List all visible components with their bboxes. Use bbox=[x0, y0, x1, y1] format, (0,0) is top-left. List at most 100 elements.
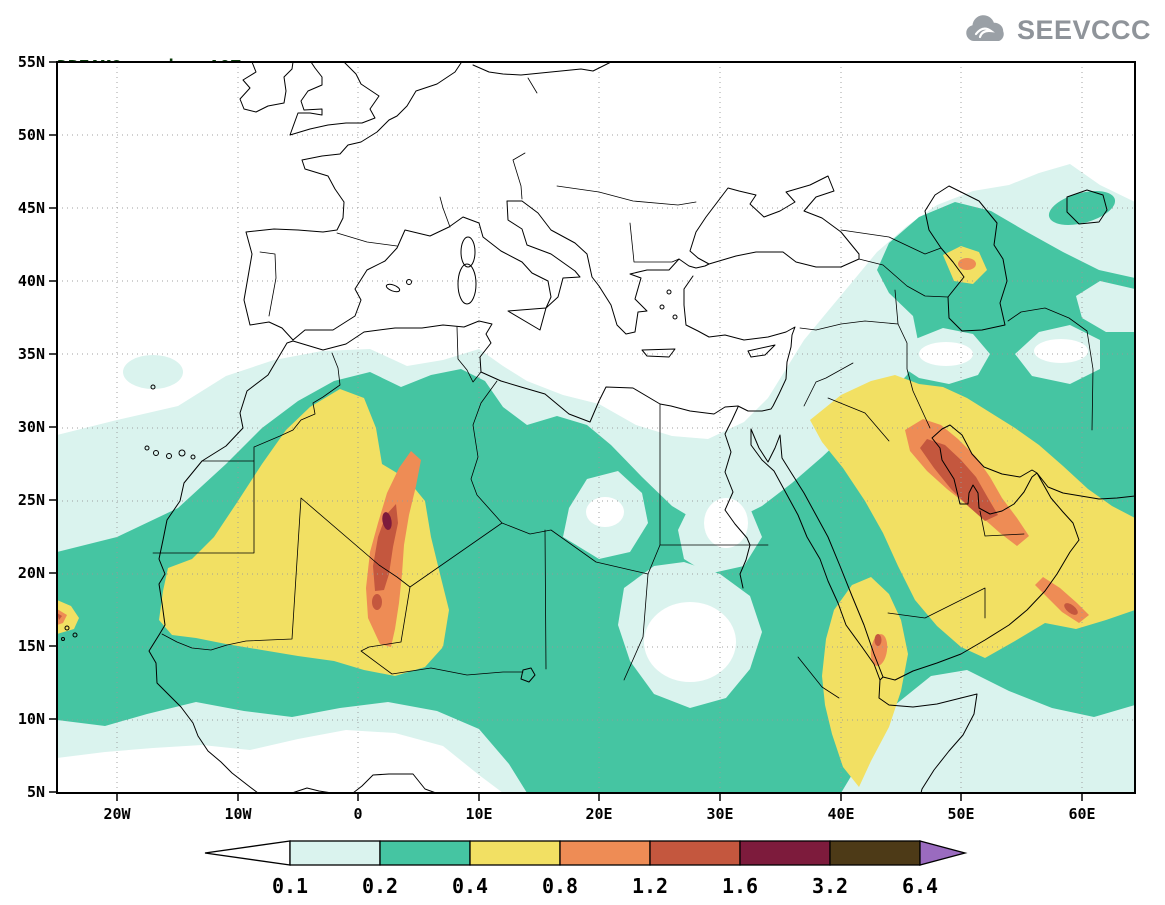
coastline-britain bbox=[289, 62, 380, 136]
lat-label: 20N bbox=[18, 564, 45, 582]
contour-aot-ge-1.2-west-edge bbox=[57, 613, 62, 620]
borders-sahel bbox=[161, 497, 840, 699]
island-canary-3 bbox=[166, 453, 172, 459]
lat-label: 50N bbox=[18, 126, 45, 144]
lat-label: 10N bbox=[18, 710, 45, 728]
borders-iran-east bbox=[1007, 307, 1094, 431]
colorbar-segment-0.4-0.8 bbox=[469, 840, 561, 866]
contour-aot-ge-0.8-azerbaijan bbox=[958, 258, 976, 270]
colorbar: 0.1 0.2 0.4 0.8 1.2 1.6 3.2 6.4 bbox=[204, 840, 968, 898]
lon-label: 10E bbox=[465, 805, 492, 823]
colorbar-segment-1.2-1.6 bbox=[649, 840, 741, 866]
y-axis-labels: 55N 50N 45N 40N 35N 30N 25N 20N 15N 10N … bbox=[18, 55, 45, 801]
low-pocket-egypt-core bbox=[704, 498, 748, 548]
colorbar-segment-0.1-0.2 bbox=[289, 840, 381, 866]
island-cape-verde-3 bbox=[61, 637, 65, 641]
contour-aot-ge-1.2-yemen bbox=[874, 634, 882, 646]
coastline-horn-of-africa bbox=[878, 679, 978, 793]
colorbar-label: 1.6 bbox=[722, 874, 758, 898]
lon-label: 20E bbox=[585, 805, 612, 823]
island-aegean-1 bbox=[666, 289, 672, 295]
coastline-arabia bbox=[882, 424, 1135, 681]
logo-text: SEEVCCC bbox=[1016, 14, 1151, 45]
x-axis-ticks bbox=[116, 793, 1083, 801]
island-menorca bbox=[406, 279, 412, 285]
island-cape-verde-1 bbox=[64, 625, 70, 631]
lat-label: 25N bbox=[18, 491, 45, 509]
lat-label: 5N bbox=[27, 783, 45, 801]
island-sicily bbox=[507, 307, 547, 331]
island-aegean-2 bbox=[659, 304, 665, 310]
island-madeira bbox=[150, 384, 156, 390]
lat-label: 30N bbox=[18, 418, 45, 436]
y-axis-ticks bbox=[49, 61, 57, 793]
borders-north-africa bbox=[152, 326, 769, 575]
lon-label: 20W bbox=[103, 805, 131, 823]
lat-label: 15N bbox=[18, 637, 45, 655]
colorbar-label: 0.2 bbox=[362, 874, 398, 898]
island-canary-2 bbox=[153, 450, 159, 456]
low-pocket-sudan-core bbox=[644, 602, 736, 682]
island-mallorca bbox=[385, 283, 401, 293]
nile-river bbox=[724, 406, 751, 589]
contour-aot-ge-1.2-sahel-south bbox=[372, 594, 382, 610]
contour-aot-ge-1.6-sahel bbox=[382, 512, 392, 530]
island-sardinia bbox=[457, 263, 477, 305]
lat-label: 40N bbox=[18, 272, 45, 290]
map-lines bbox=[61, 62, 1135, 793]
graticule bbox=[57, 62, 1135, 793]
seevccc-logo: SEEVCCC bbox=[962, 14, 1151, 46]
colorbar-label: 1.2 bbox=[632, 874, 668, 898]
cloud-icon bbox=[966, 15, 1004, 41]
borders-middle-east bbox=[799, 289, 1025, 619]
contour-aot-ge-0.4-red-sea-south bbox=[822, 577, 908, 787]
contour-aot-ge-1.2-sahel bbox=[373, 504, 398, 591]
colorbar-label: 6.4 bbox=[902, 874, 938, 898]
colorbar-segment-3.2-6.4 bbox=[829, 840, 921, 866]
low-pocket-turkmen bbox=[1076, 281, 1135, 332]
low-pocket-libya-core bbox=[586, 497, 624, 527]
island-canary-4 bbox=[178, 449, 186, 457]
x-axis-labels: 20W 10W 0 10E 20E 30E 40E 50E 60E bbox=[103, 805, 1095, 823]
low-pocket-nw-iran-core bbox=[919, 342, 973, 366]
colorbar-arrow-below bbox=[204, 840, 291, 866]
colorbar-segment-0.2-0.4 bbox=[379, 840, 471, 866]
lake-chad bbox=[520, 667, 536, 683]
lat-label: 55N bbox=[18, 55, 45, 71]
island-canary-1 bbox=[144, 445, 150, 451]
map-canvas: 20W 10W 0 10E 20E 30E 40E 50E 60E 55N 50… bbox=[18, 55, 1136, 898]
colorbar-segment-0.8-1.2 bbox=[559, 840, 651, 866]
lon-label: 40E bbox=[827, 805, 854, 823]
lon-label: 60E bbox=[1068, 805, 1095, 823]
island-crete bbox=[641, 348, 676, 358]
coastline-black-sea bbox=[689, 175, 860, 268]
contour-aot-ge-0.4-west-edge bbox=[57, 600, 79, 634]
colorbar-label: 0.8 bbox=[542, 874, 578, 898]
coastline-marmara bbox=[678, 258, 710, 269]
coastline-ireland bbox=[239, 62, 294, 113]
lon-label: 30E bbox=[706, 805, 733, 823]
contour-aot-ge-0.8-west-edge bbox=[57, 609, 67, 625]
lon-label: 0 bbox=[353, 805, 362, 823]
map-area bbox=[57, 62, 1135, 793]
lon-label: 10W bbox=[224, 805, 252, 823]
lat-label: 45N bbox=[18, 199, 45, 217]
colorbar-label: 0.4 bbox=[452, 874, 488, 898]
island-corsica bbox=[460, 236, 476, 268]
lon-label: 50E bbox=[947, 805, 974, 823]
borders-caucasus bbox=[840, 229, 949, 298]
low-pocket-e-iran-core bbox=[1034, 339, 1088, 363]
borders-europe bbox=[259, 77, 697, 317]
colorbar-label: 0.1 bbox=[272, 874, 308, 898]
island-cape-verde-2 bbox=[72, 632, 78, 638]
colorbar-arrow-above bbox=[919, 840, 968, 866]
island-cyprus bbox=[747, 344, 776, 358]
island-aegean-3 bbox=[672, 314, 678, 320]
coastline-aral bbox=[1066, 189, 1108, 225]
coastline-baltic bbox=[472, 62, 612, 76]
coastline-europe bbox=[243, 62, 680, 341]
contour-aot-ge-1.2-oman bbox=[1064, 603, 1078, 615]
colorbar-segment-1.6-3.2 bbox=[739, 840, 831, 866]
contour-aot-ge-0.1-madeira bbox=[123, 355, 183, 389]
